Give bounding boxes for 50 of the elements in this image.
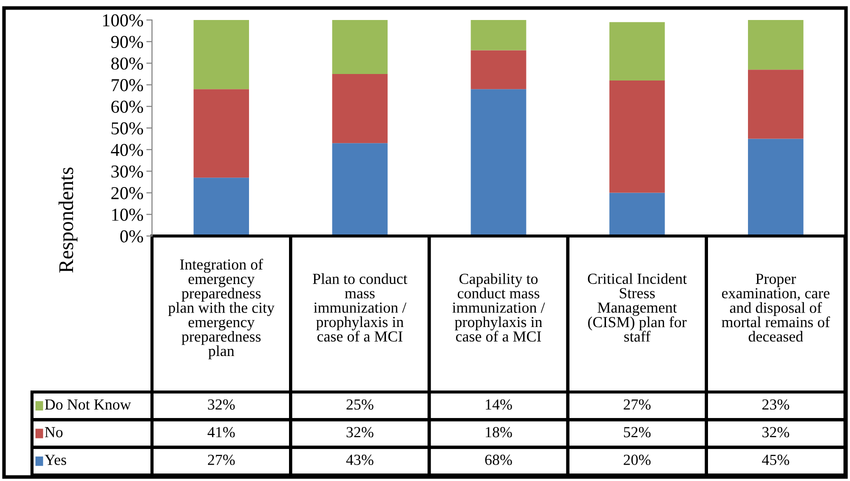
bar [332,74,388,144]
y-tick-label: 60% [111,100,144,113]
y-tick-label: 0% [120,230,144,242]
y-tick-label: 20% [111,187,144,200]
y-tick-label: 50% [112,122,144,134]
bar [748,70,804,139]
data-label: 27% [208,454,235,466]
data-label: 43% [346,454,374,466]
bar [470,89,526,236]
bar [194,20,250,90]
x-tick-label: Capability to conduct mass immunization / prophylaxis in case of a MCI [452,273,545,342]
x-tick-label: Plan to conduct mass immunization / prophylaxis in case of a MCI [312,273,408,342]
data-label: 25% [346,399,374,410]
data-label: 52% [624,427,651,438]
data-label: 41% [208,427,235,438]
legend-label: Yes [44,454,66,465]
x-tick-label: Critical Incident Stress Management (CISM) plan for staff [588,273,687,342]
bar [470,50,526,90]
bar [194,89,250,178]
y-tick-label: 70% [112,79,144,92]
bar [748,138,804,236]
bar [609,80,665,193]
bar [609,22,665,80]
data-label: 18% [486,427,512,438]
y-tick-label: 90% [111,36,144,48]
bar [332,20,388,74]
data-label: 45% [762,454,790,466]
data-label: 23% [762,399,790,410]
data-label: 14% [486,399,512,410]
x-tick-label: Proper examination, care and disposal of mortal remains of deceased [722,274,830,342]
data-label: 32% [762,427,790,438]
data-label: 32% [346,427,374,438]
y-axis-title: Respondents [58,168,78,273]
bar [194,178,250,236]
y-tick-label: 10% [112,208,144,221]
x-tick-label: Integration of emergency preparedness plan with the city emergency preparedness plan [168,258,274,360]
legend-label: No [44,427,63,438]
bar [470,20,526,50]
legend-label: Do Not Know [44,400,131,410]
y-tick-label: 100% [103,14,144,26]
y-tick-label: 30% [111,165,144,178]
bar [748,20,804,70]
bar [609,192,665,236]
data-label: 20% [624,454,651,466]
data-label: 27% [624,399,651,410]
bar [332,143,388,236]
data-label: 68% [485,454,512,466]
y-tick-label: 40% [110,144,144,156]
y-tick-label: 80% [111,57,144,70]
data-label: 32% [208,399,235,410]
